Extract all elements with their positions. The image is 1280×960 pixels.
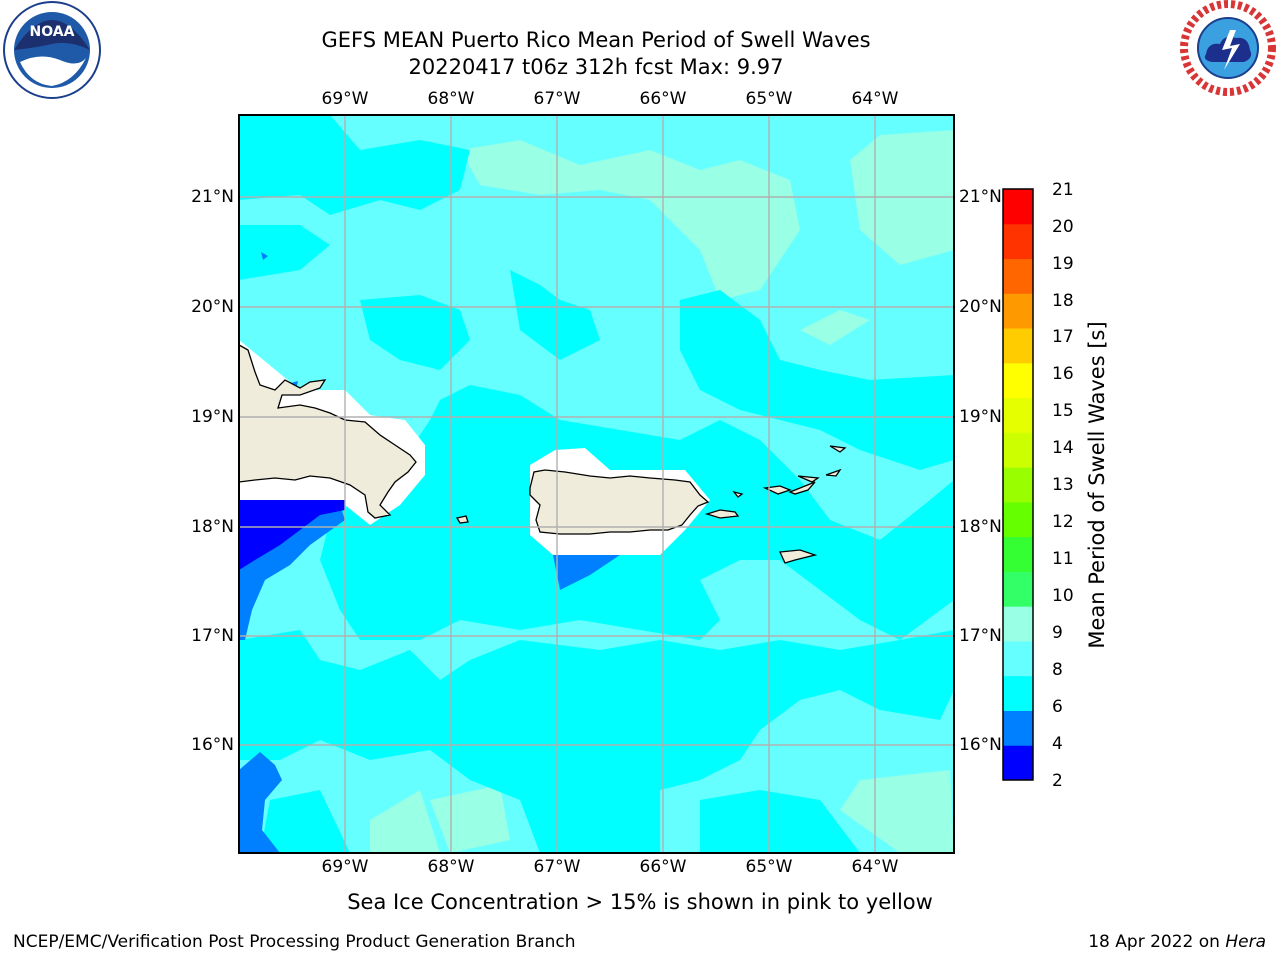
colorbar-tick-20: 20 (1052, 217, 1074, 237)
hispaniola (239, 344, 417, 519)
noaa-logo: NOAA (0, 0, 104, 108)
colorbar-bin (1003, 675, 1033, 711)
colorbar-bin (1003, 293, 1033, 329)
lon-tick-bottom-68w: 68°W (427, 857, 475, 877)
lat-tick-left-17n: 17°N (191, 626, 234, 646)
colorbar (1003, 189, 1033, 781)
colorbar-bin (1003, 223, 1033, 260)
lon-tick-bottom-64w: 64°W (851, 857, 899, 877)
colorbar-tick-6: 6 (1052, 697, 1063, 717)
lon-tick-bottom-67w: 67°W (533, 857, 581, 877)
noaa-logo-text: NOAA (30, 24, 75, 40)
colorbar-tick-17: 17 (1052, 327, 1074, 347)
colorbar-label: Mean Period of Swell Waves [s] (1085, 321, 1109, 649)
lat-tick-right-21n: 21°N (959, 187, 1002, 207)
colorbar-tick-16: 16 (1052, 364, 1074, 384)
colorbar-tick-15: 15 (1052, 401, 1074, 421)
colorbar-bin (1003, 710, 1033, 746)
colorbar-tick-9: 9 (1052, 623, 1063, 643)
lat-tick-right-19n: 19°N (959, 407, 1002, 427)
gridlines (239, 115, 954, 853)
colorbar-bin (1003, 606, 1033, 642)
credit-text: NCEP/EMC/Verification Post Processing Pr… (13, 932, 576, 952)
lon-tick-top-65w: 65°W (745, 89, 793, 109)
map-frame (238, 114, 955, 854)
lat-tick-left-18n: 18°N (191, 517, 234, 537)
colorbar-tick-10: 10 (1052, 586, 1074, 606)
nws-logo (1178, 0, 1278, 104)
colorbar-tick-19: 19 (1052, 254, 1074, 274)
colorbar-tick-13: 13 (1052, 475, 1074, 495)
colorbar-bin (1003, 745, 1033, 781)
chart-title: GEFS MEAN Puerto Rico Mean Period of Swe… (321, 28, 871, 52)
lon-tick-top-64w: 64°W (851, 89, 899, 109)
colorbar-bin (1003, 397, 1033, 433)
colorbar-tick-11: 11 (1052, 549, 1074, 569)
colorbar-tick-21: 21 (1052, 180, 1074, 200)
lon-tick-bottom-69w: 69°W (321, 857, 369, 877)
footnote: Sea Ice Concentration > 15% is shown in … (347, 890, 933, 914)
colorbar-bin (1003, 536, 1033, 572)
lon-tick-top-66w: 66°W (639, 89, 687, 109)
colorbar-bin (1003, 362, 1033, 399)
colorbar-tick-12: 12 (1052, 512, 1074, 532)
lat-tick-right-16n: 16°N (959, 735, 1002, 755)
lat-tick-left-19n: 19°N (191, 407, 234, 427)
lon-tick-top-67w: 67°W (533, 89, 581, 109)
colorbar-bin (1003, 328, 1033, 364)
datestamp-host: Hera (1225, 932, 1266, 952)
colorbar-bin (1003, 258, 1033, 294)
colorbar-bin (1003, 432, 1033, 468)
lon-tick-bottom-66w: 66°W (639, 857, 687, 877)
lat-tick-right-20n: 20°N (959, 297, 1002, 317)
lat-tick-left-20n: 20°N (191, 297, 234, 317)
lon-tick-bottom-65w: 65°W (745, 857, 793, 877)
colorbar-tick-4: 4 (1052, 734, 1063, 754)
datestamp: 18 Apr 2022 on Hera (1088, 932, 1266, 952)
colorbar-tick-18: 18 (1052, 291, 1074, 311)
lat-tick-right-18n: 18°N (959, 517, 1002, 537)
colorbar-bin (1003, 571, 1033, 607)
colorbar-bin (1003, 467, 1033, 503)
lat-tick-left-21n: 21°N (191, 187, 234, 207)
field-2-4 (239, 500, 345, 570)
colorbar-tick-14: 14 (1052, 438, 1074, 458)
colorbar-bin (1003, 640, 1033, 677)
colorbar-bin (1003, 501, 1033, 538)
colorbar-tick-8: 8 (1052, 660, 1063, 680)
lat-tick-right-17n: 17°N (959, 626, 1002, 646)
lon-tick-top-68w: 68°W (427, 89, 475, 109)
chart-subtitle: 20220417 t06z 312h fcst Max: 9.97 (408, 55, 784, 79)
colorbar-frame (1002, 188, 1034, 781)
colorbar-tick-2: 2 (1052, 771, 1063, 791)
datestamp-text: 18 Apr 2022 on (1088, 932, 1220, 952)
colorbar-bin (1003, 189, 1033, 225)
lon-tick-top-69w: 69°W (321, 89, 369, 109)
lat-tick-left-16n: 16°N (191, 735, 234, 755)
